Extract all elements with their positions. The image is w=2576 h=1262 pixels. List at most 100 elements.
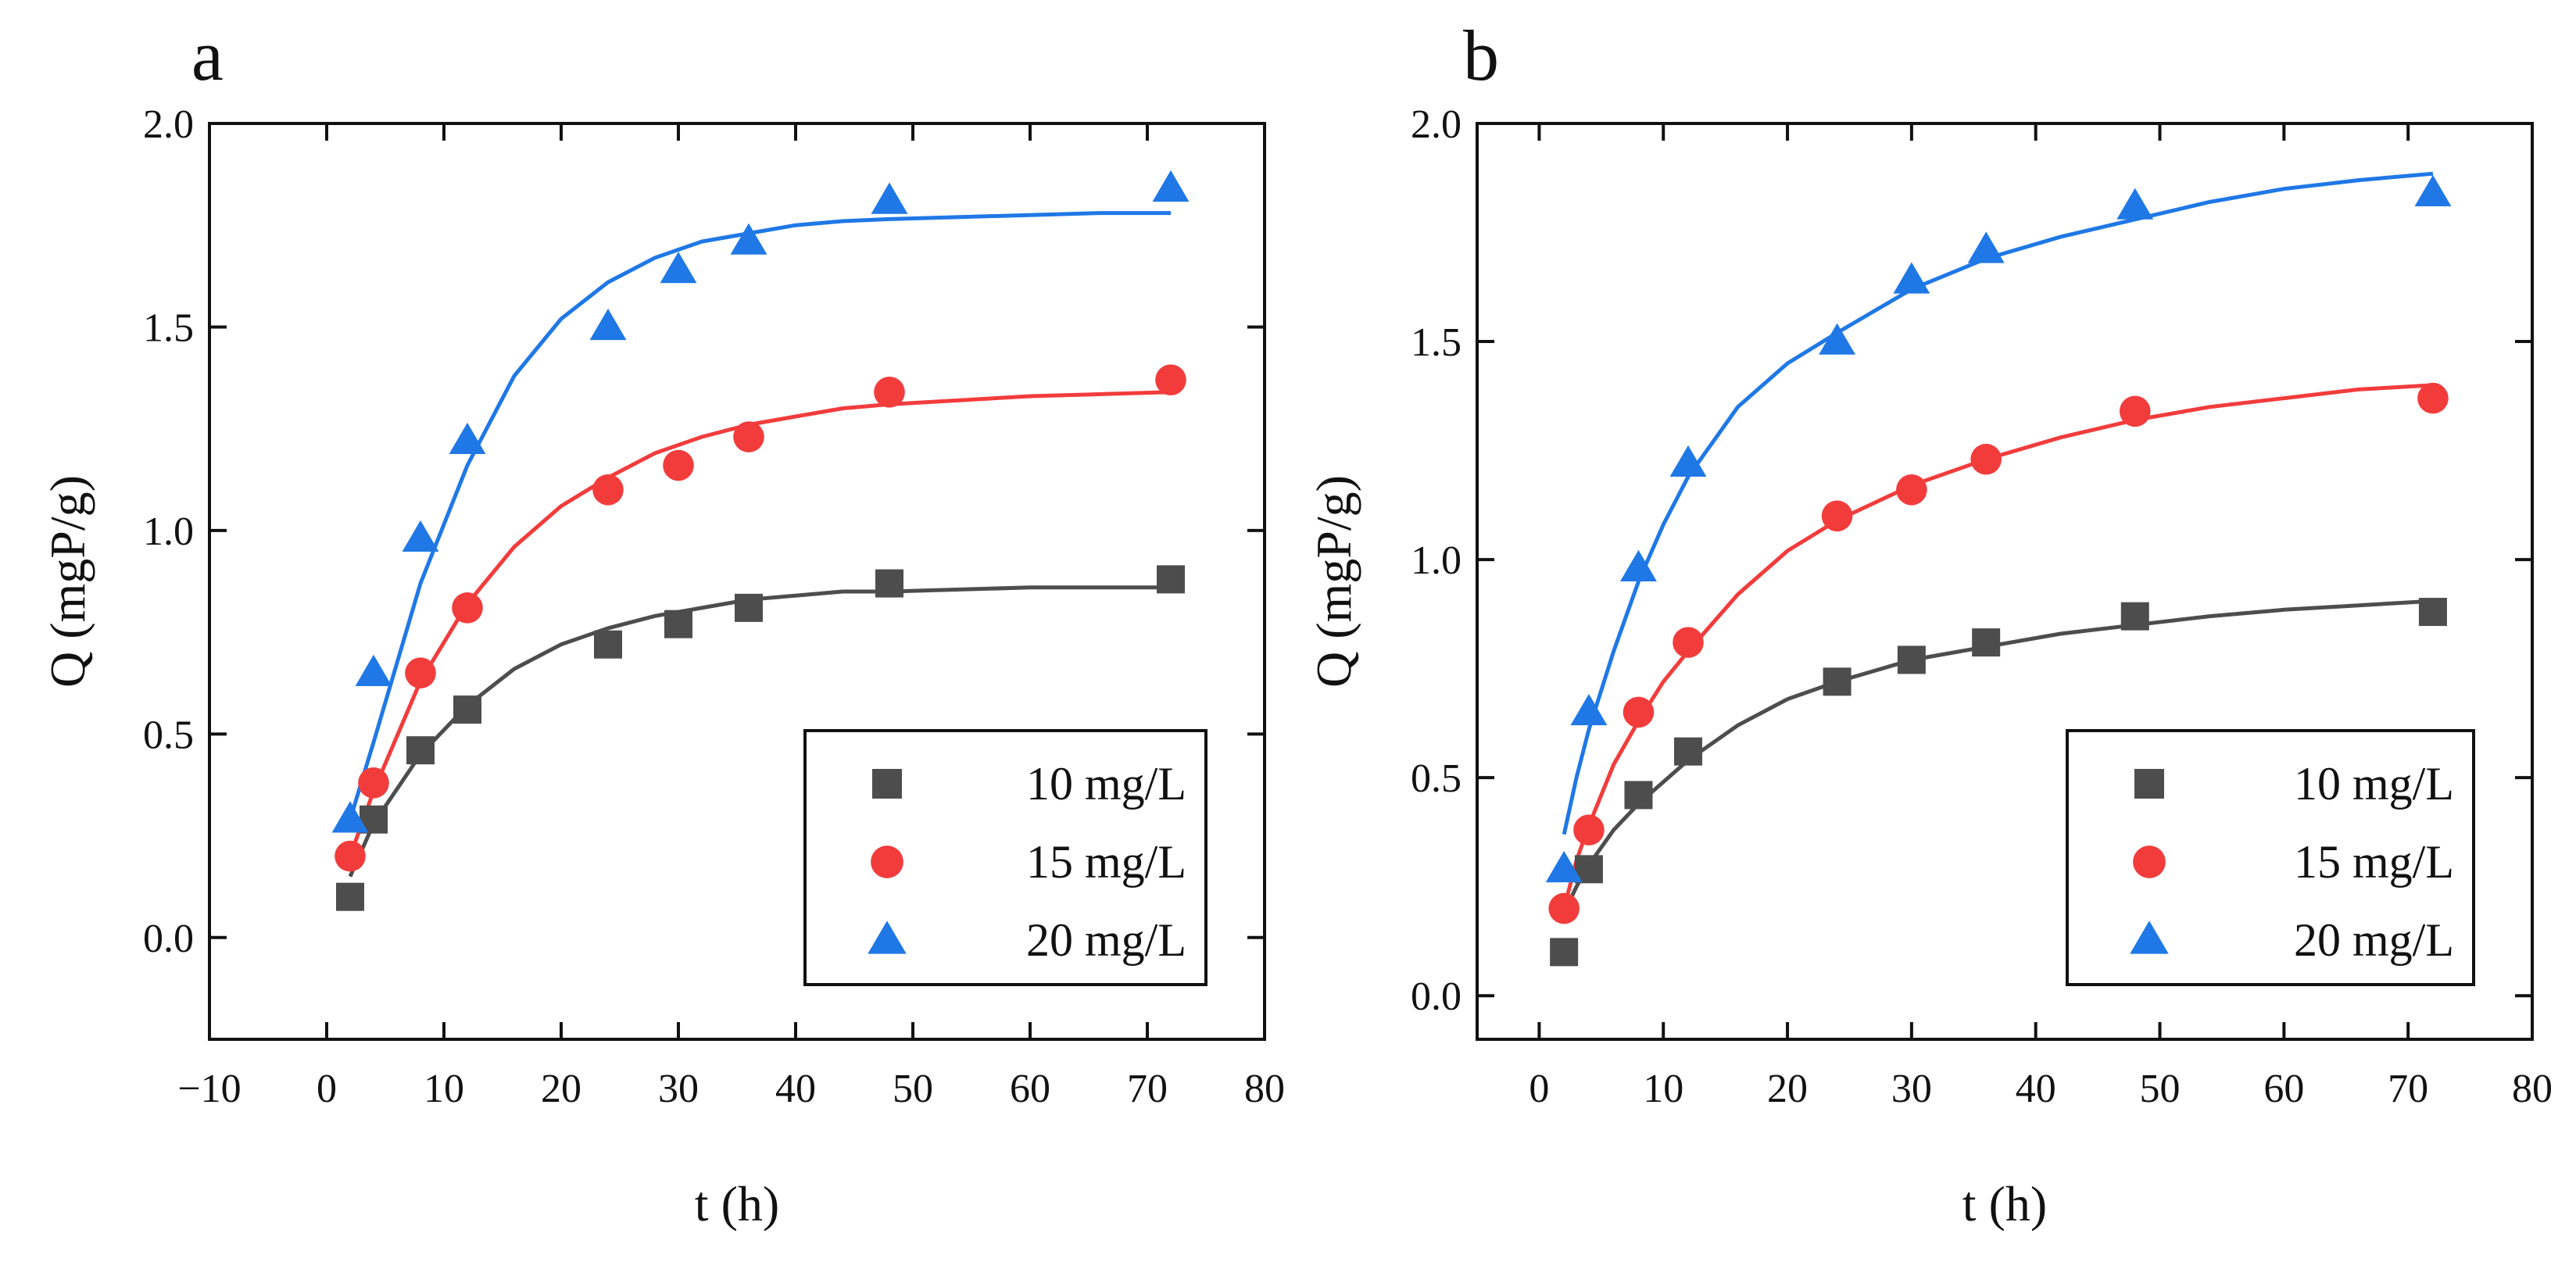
panel-a-point-20-mg-l [871,182,908,214]
panel-a-point-20-mg-l [730,223,767,255]
panel-b-point-20-mg-l [1620,549,1657,581]
panel-a-point-15-mg-l [405,657,436,688]
panel-b-fit-curves [1562,171,2434,914]
panel-b-point-20-mg-l [1893,262,1930,294]
panel-a-y-tick-label: 1.0 [143,509,194,554]
panel-a-data-points [331,170,1190,911]
panel-a-x-tick-label: −10 [177,1067,241,1111]
panel-b-legend: 10 mg/L 15 mg/L 20 mg/L [2066,729,2475,986]
panel-b-legend-label-15-mg-l: 15 mg/L [2294,836,2454,888]
panel-b-x-tick-label: 80 [2512,1067,2553,1111]
panel-a-y-tick-label: 1.5 [143,306,194,350]
panel-a-point-10-mg-l [1157,565,1185,594]
panel-b-y-tick-label: 1.5 [1411,320,1462,365]
panel-b-x-axis: 0 10 20 30 40 50 60 70 80 [1529,123,2553,1111]
panel-b-y-tick-label: 2.0 [1411,102,1462,147]
panel-a-point-15-mg-l [874,376,905,408]
panel-a-point-15-mg-l [452,592,483,624]
panel-a-point-20-mg-l [331,801,369,833]
panel-b-legend-label-20-mg-l: 20 mg/L [2294,914,2454,966]
panel-b-legend-marker-10-mg-l [2134,769,2164,799]
panel-b-fit-curve-15-mg-l [1562,383,2434,910]
panel-a-point-15-mg-l [592,474,624,506]
panel-b-point-15-mg-l [2119,395,2151,427]
panel-a-legend-marker-10-mg-l [872,769,902,799]
panel-a-fit-curve-10-mg-l [348,585,1171,878]
panel-b-point-10-mg-l [1972,628,2001,657]
panel-a-point-20-mg-l [660,252,697,284]
panel-b-x-tick-label: 0 [1529,1067,1549,1111]
panel-b-point-20-mg-l [2414,174,2452,207]
panel-b-point-15-mg-l [1821,500,1853,532]
panel-a-x-tick-label: 80 [1244,1067,1285,1111]
panel-a-point-20-mg-l [402,520,439,552]
panel-b-x-tick-label: 70 [2388,1067,2428,1111]
panel-a-fit-curves [348,211,1172,878]
panel-a-x-axis: −10 0 10 20 30 40 50 60 70 80 [177,123,1285,1111]
panel-a-legend-label-15-mg-l: 15 mg/L [1026,836,1186,888]
panel-b-point-15-mg-l [2417,382,2449,414]
panel-b-point-15-mg-l [1623,696,1655,728]
panel-b-point-10-mg-l [2418,598,2447,627]
panel-a-point-15-mg-l [663,449,694,481]
panel-b-point-20-mg-l [1669,445,1707,477]
panel-b-point-10-mg-l [1674,737,1702,766]
panel-b-point-15-mg-l [1896,474,1927,506]
panel-b-point-15-mg-l [1548,892,1580,924]
panel-a-point-20-mg-l [1152,170,1190,202]
panel-a-point-10-mg-l [664,610,692,638]
panel-b-point-20-mg-l [2116,188,2154,220]
panel-a-y-axis: 0.0 0.5 1.0 1.5 2.0 [143,102,1265,961]
panel-a-point-10-mg-l [875,569,903,598]
panel-a-point-10-mg-l [406,736,435,765]
panel-a-y-tick-label: 0.0 [143,917,194,961]
panel-a: a −10 0 10 20 30 40 50 60 70 80 0.0 0.5 1.0 1.5 2.0 t… [40,16,1285,1232]
panel-a-y-tick-label: 0.5 [143,713,194,757]
panel-a-legend-box [803,729,1208,986]
panel-b-point-15-mg-l [1970,443,2002,475]
panel-a-legend: 10 mg/L 15 mg/L 20 mg/L [803,729,1208,986]
panel-a-legend-marker-15-mg-l [871,846,903,878]
panel-b-y-axis-title: Q (mgP/g) [1306,475,1361,688]
panel-a-fit-curve-20-mg-l [348,211,1171,820]
panel-a-point-15-mg-l [358,767,389,799]
panel-a-legend-marker-20-mg-l [868,921,907,954]
panel-b-point-10-mg-l [1550,938,1579,967]
panel-b-data-points [1545,174,2452,967]
panel-b-x-tick-label: 60 [2263,1067,2304,1111]
panel-a-point-10-mg-l [594,630,622,659]
panel-a-x-axis-title: t (h) [695,1176,779,1232]
panel-a-y-axis-title: Q (mgP/g) [40,475,95,688]
panel-a-point-10-mg-l [735,593,763,622]
panel-b-legend-marker-20-mg-l [2130,921,2169,954]
panel-b-fit-curve-10-mg-l [1562,599,2434,914]
panel-b-legend-label-10-mg-l: 10 mg/L [2294,758,2454,810]
panel-a-x-tick-label: 40 [775,1067,816,1111]
panel-a-point-15-mg-l [733,421,764,452]
panel-a-point-20-mg-l [589,309,627,341]
panel-b-point-15-mg-l [1673,627,1704,658]
panel-b-x-axis-title: t (h) [1962,1176,2047,1232]
panel-b-point-10-mg-l [1823,667,1852,696]
panel-b-x-tick-label: 40 [2016,1067,2056,1111]
panel-a-x-tick-label: 70 [1127,1067,1168,1111]
panel-a-x-tick-label: 10 [424,1067,464,1111]
panel-b-y-tick-label: 0.0 [1411,974,1462,1019]
panel-a-point-15-mg-l [335,840,366,872]
panel-b-x-tick-label: 20 [1767,1067,1808,1111]
panel-b-legend-box [2066,729,2475,986]
panel-b-legend-marker-15-mg-l [2133,846,2166,878]
panel-b: b 0 10 20 30 40 50 60 70 80 0.0 0.5 1.0 1.5 2.0 t (h… [1306,16,2553,1232]
panel-b-fit-curve-20-mg-l [1562,171,2434,835]
panel-a-point-20-mg-l [355,654,392,686]
panel-a-x-tick-label: 30 [658,1067,699,1111]
panel-a-letter: a [191,16,224,95]
panel-b-point-20-mg-l [1570,693,1608,726]
panel-a-y-tick-label: 2.0 [143,102,194,147]
panel-b-point-20-mg-l [1819,323,1856,355]
panel-a-x-tick-label: 50 [893,1067,933,1111]
panel-b-point-20-mg-l [1967,231,2005,263]
panel-a-x-tick-label: 0 [317,1067,337,1111]
